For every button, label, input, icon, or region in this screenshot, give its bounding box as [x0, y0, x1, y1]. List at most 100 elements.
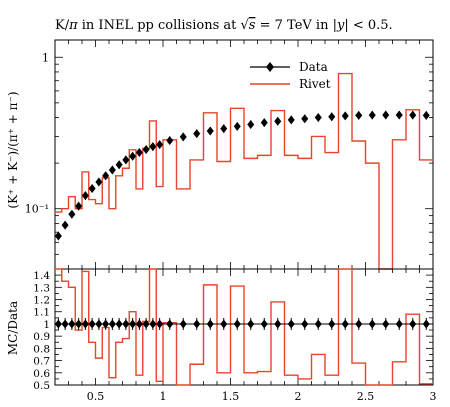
data-point [149, 142, 157, 152]
data-ratio-point [156, 319, 164, 329]
data-point [247, 119, 255, 129]
y-tick-label-0.1: 10⁻¹ [25, 203, 49, 216]
data-point [328, 112, 336, 122]
data-point [81, 191, 89, 201]
data-point [68, 209, 76, 219]
data-point [95, 177, 103, 187]
data-point [341, 111, 349, 121]
ratio-tick-label: 1.4 [33, 270, 50, 282]
x-tick-label: 1 [160, 390, 167, 403]
x-tick-label: 2 [295, 390, 302, 403]
data-ratio-point [260, 319, 268, 329]
title-y: y [336, 18, 345, 33]
data-ratio-point [81, 319, 89, 329]
rivet-ratio-histogram [55, 268, 433, 386]
data-ratio-point [301, 319, 309, 329]
data-point [54, 231, 62, 241]
ratio-tick-label: 1.3 [33, 282, 50, 294]
data-point [179, 132, 187, 142]
data-point [102, 171, 110, 181]
data-point [233, 121, 241, 131]
data-ratio-point [193, 319, 201, 329]
data-ratio-point [382, 319, 390, 329]
data-point [301, 114, 309, 124]
data-ratio-point [247, 319, 255, 329]
data-ratio-point [135, 319, 143, 329]
data-point [193, 129, 201, 139]
ratio-tick-label: 0.6 [33, 368, 50, 380]
data-point [382, 110, 390, 120]
data-ratio-point [395, 319, 403, 329]
y-axis-label: (K⁺ + K⁻)/(π⁺ + π⁻) [6, 91, 20, 208]
rivet-histogram [55, 72, 433, 270]
data-ratio-point [179, 319, 187, 329]
x-tick-label: 1.5 [222, 390, 240, 403]
data-ratio-point [142, 319, 150, 329]
data-point [220, 124, 228, 134]
data-point [355, 110, 363, 120]
legend: Data Rivet [250, 60, 331, 91]
data-point [395, 110, 403, 120]
data-point [122, 155, 130, 165]
data-ratio-point [54, 319, 62, 329]
data-ratio-point [314, 319, 322, 329]
data-ratio-point [95, 319, 103, 329]
x-tick-label: 0.5 [87, 390, 105, 403]
data-ratio-point [328, 319, 336, 329]
data-ratio-point [206, 319, 214, 329]
legend-data-marker [266, 62, 274, 72]
data-point [206, 126, 214, 136]
data-ratio-point [129, 319, 137, 329]
ratio-tick-label: 1.1 [33, 307, 50, 319]
data-ratio-point [341, 319, 349, 329]
data-point [142, 145, 150, 155]
data-ratio-point [102, 319, 110, 329]
legend-data-label: Data [299, 60, 328, 74]
data-ratio-point [61, 319, 69, 329]
title-pi: π [68, 18, 78, 33]
title-energy: = 7 TeV in | [255, 18, 336, 33]
data-point [260, 118, 268, 128]
data-ratio-point [233, 319, 241, 329]
main-panel: 10⁻¹ 1 [25, 39, 434, 270]
data-ratio-point [75, 319, 83, 329]
title-sqrt-s: s [249, 18, 256, 33]
data-ratio-point [287, 319, 295, 329]
data-ratio-point [149, 319, 157, 329]
data-point [135, 148, 143, 158]
ratio-axis-label: MC/Data [6, 301, 20, 355]
data-point [287, 115, 295, 125]
data-ratio-point [166, 319, 174, 329]
data-ratio-point [422, 319, 430, 329]
data-point [88, 183, 96, 193]
data-ratio-point [355, 319, 363, 329]
title-prefix: K/ [55, 18, 70, 33]
data-point [314, 113, 322, 123]
ratio-tick-label: 1.2 [33, 295, 50, 307]
data-point [156, 140, 164, 150]
data-point [115, 160, 123, 170]
data-point [75, 201, 83, 211]
title-sqrt-sign: √ [241, 18, 250, 33]
data-ratio-point [368, 319, 376, 329]
svg-text:K/π in INEL pp collisions at √: K/π in INEL pp collisions at √s = 7 TeV … [55, 18, 393, 33]
data-point [129, 151, 137, 161]
data-point [368, 110, 376, 120]
chart-title: K/π in INEL pp collisions at √s = 7 TeV … [55, 18, 393, 33]
y-tick-label-1: 1 [42, 51, 49, 64]
data-point [61, 220, 69, 230]
data-point [409, 110, 417, 120]
data-ratio-point [274, 319, 282, 329]
title-middle: in INEL pp collisions at [78, 18, 241, 33]
data-ratio-point [115, 319, 123, 329]
data-ratio-point [122, 319, 130, 329]
legend-rivet-label: Rivet [299, 77, 331, 91]
data-ratio-point [220, 319, 228, 329]
ratio-tick-label: 0.9 [33, 331, 50, 343]
ratio-tick-label: 0.8 [33, 343, 50, 355]
data-point [166, 136, 174, 146]
data-ratio-point [409, 319, 417, 329]
title-suffix: | < 0.5. [344, 18, 392, 33]
data-point [422, 110, 430, 120]
